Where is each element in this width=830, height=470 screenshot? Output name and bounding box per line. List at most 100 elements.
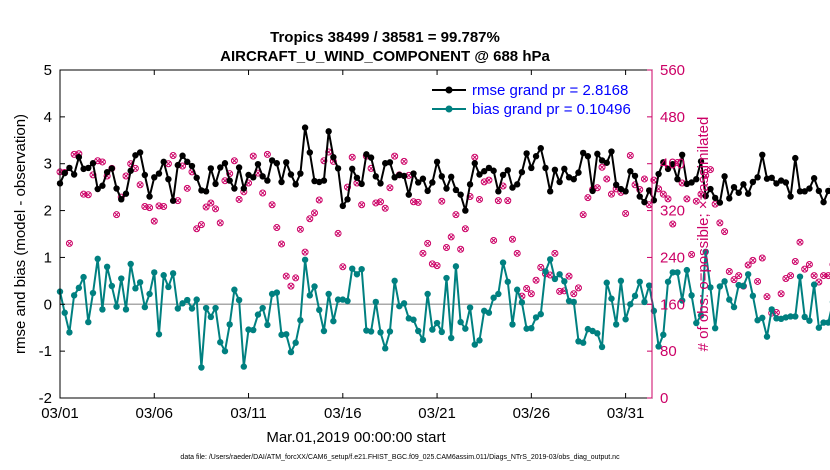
rmse-point xyxy=(438,173,445,180)
obs-assimilated-marker xyxy=(491,237,497,243)
bias-point xyxy=(806,317,813,324)
obs-assimilated-marker xyxy=(566,273,572,279)
obs-possible-marker xyxy=(136,181,144,189)
legend-rmse-label: rmse grand pr = 2.8168 xyxy=(472,82,628,99)
obs-assimilated-marker xyxy=(151,218,157,224)
obs-assimilated-marker xyxy=(283,273,289,279)
obs-assimilated-marker xyxy=(198,222,204,228)
rmse-point xyxy=(612,181,620,188)
bias-point xyxy=(608,295,615,302)
bias-point xyxy=(400,300,408,307)
obs-possible-marker xyxy=(65,239,73,247)
rmse-point xyxy=(330,153,337,161)
obs-assimilated-marker xyxy=(660,191,666,197)
rmse-point xyxy=(674,175,681,183)
bias-point xyxy=(306,292,314,299)
y-tick-label: 3 xyxy=(44,156,52,173)
bias-point xyxy=(532,314,540,321)
rmse-point xyxy=(221,160,229,167)
bias-point xyxy=(358,265,365,273)
rmse-point xyxy=(429,179,436,186)
rmse-point xyxy=(594,150,601,158)
bias-point xyxy=(546,256,554,263)
rmse-point xyxy=(339,202,347,210)
obs-possible-marker xyxy=(810,272,818,280)
obs-possible-marker xyxy=(551,249,559,257)
obs-possible-marker xyxy=(216,219,224,227)
bias-point xyxy=(334,296,342,303)
obs-assimilated-marker xyxy=(505,198,511,204)
bias-point xyxy=(240,363,248,370)
obs-assimilated-marker xyxy=(585,195,591,201)
bias-point xyxy=(146,290,153,298)
obs-possible-marker xyxy=(193,225,201,233)
x-tick-label: 03/31 xyxy=(607,405,645,422)
rmse-point xyxy=(122,190,130,197)
rmse-point xyxy=(485,164,493,172)
rmse-point xyxy=(773,180,780,187)
data-file-footnote: data file: /Users/raeder/DAI/ATM_forcXX/… xyxy=(180,454,620,461)
rmse-point xyxy=(504,167,511,174)
rmse-point xyxy=(155,170,163,177)
rmse-point xyxy=(391,174,398,181)
obs-possible-marker xyxy=(556,287,564,295)
bias-point xyxy=(495,290,502,298)
obs-assimilated-marker xyxy=(547,272,553,278)
rmse-point xyxy=(226,177,233,184)
obs-assimilated-marker xyxy=(231,158,237,164)
bias-series xyxy=(56,248,830,371)
obs-assimilated-marker xyxy=(85,192,91,198)
obs-assimilated-marker xyxy=(745,262,751,268)
rmse-point xyxy=(136,149,144,156)
bias-point xyxy=(466,304,474,311)
obs-assimilated-marker xyxy=(797,239,803,245)
rmse-point xyxy=(697,158,705,165)
obs-possible-marker xyxy=(235,195,243,203)
rmse-point xyxy=(259,173,266,180)
obs-assimilated-marker xyxy=(387,185,393,191)
plot-area xyxy=(60,70,652,398)
rmse-point xyxy=(452,186,460,194)
rmse-point xyxy=(217,164,224,171)
obs-assimilated-marker xyxy=(571,291,577,297)
obs-possible-marker xyxy=(377,198,385,206)
bias-point xyxy=(151,269,158,276)
obs-assimilated-marker xyxy=(646,202,652,208)
bias-point xyxy=(221,347,229,355)
rmse-point xyxy=(495,188,502,195)
bias-point xyxy=(217,339,224,346)
rmse-point xyxy=(471,160,478,167)
legend: rmse grand pr = 2.8168 bias grand pr = 0… xyxy=(432,82,631,118)
obs-possible-marker xyxy=(301,248,309,256)
obs-possible-marker xyxy=(438,197,446,205)
bias-point xyxy=(457,318,464,326)
bias-point xyxy=(174,305,182,312)
rmse-point xyxy=(820,198,827,206)
bias-point xyxy=(693,319,700,327)
rmse-point xyxy=(363,151,370,158)
obs-possible-marker xyxy=(805,260,813,268)
obs-assimilated-marker xyxy=(821,273,827,279)
rmse-point xyxy=(202,188,210,195)
bias-point xyxy=(730,303,738,311)
obs-possible-marker xyxy=(659,190,667,198)
obs-assimilated-marker xyxy=(665,196,671,202)
bias-point xyxy=(768,306,775,313)
bias-point xyxy=(674,269,681,276)
obs-assimilated-marker xyxy=(217,220,223,226)
bias-point xyxy=(499,259,507,266)
bias-point xyxy=(636,278,643,285)
obs-assimilated-marker xyxy=(170,152,176,159)
obs-possible-marker xyxy=(98,158,106,166)
rmse-point xyxy=(806,185,813,192)
rmse-point xyxy=(386,159,394,166)
bias-point xyxy=(353,271,361,278)
x-tick-label: 03/06 xyxy=(135,405,173,422)
rmse-point xyxy=(358,180,365,188)
rmse-point xyxy=(344,196,351,203)
obs-assimilated-marker xyxy=(806,261,812,268)
bias-point xyxy=(664,278,672,285)
bias-point xyxy=(570,298,577,306)
obs-possible-marker xyxy=(400,157,408,165)
y2-tick-label: 480 xyxy=(660,109,685,126)
